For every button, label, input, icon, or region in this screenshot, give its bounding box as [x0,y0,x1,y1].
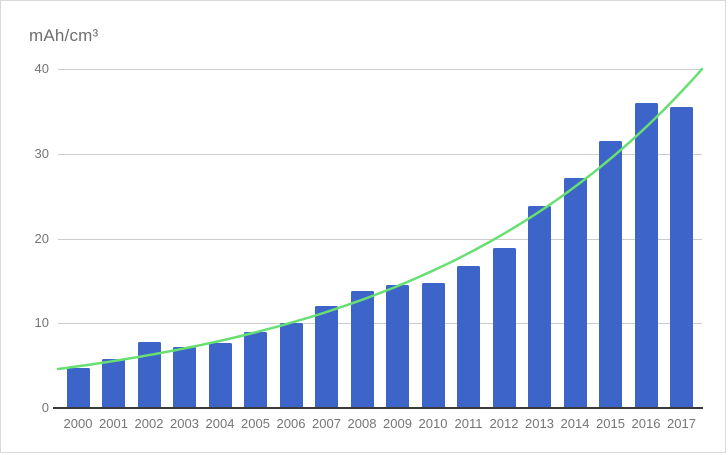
y-tick-label-10: 10 [34,315,49,331]
bar-2003[interactable] [173,347,196,408]
y-tick-label-0: 0 [41,400,49,415]
x-tick-label-2001: 2001 [99,416,128,431]
bar-2000[interactable] [66,368,90,408]
bar-2015[interactable] [599,141,622,408]
x-tick-label-2014: 2014 [560,416,590,431]
x-tick-label-2007: 2007 [312,416,341,431]
chart-title: mAh/cm³ [29,26,99,45]
bar-2010[interactable] [421,282,445,408]
gridline-40 [58,69,702,70]
x-tick-label-2016: 2016 [631,416,661,431]
x-tick-label-2012: 2012 [489,416,519,431]
x-tick-label-2011: 2011 [454,416,483,431]
gridline-20 [58,238,702,240]
bar-2017[interactable] [670,107,693,408]
x-tick-label-2004: 2004 [205,416,235,431]
gridline-10 [58,323,702,325]
bar-2001[interactable] [102,358,125,408]
x-tick-label-2005: 2005 [241,416,270,431]
bar-2016[interactable] [634,102,658,408]
x-tick-label-2009: 2009 [383,416,412,431]
bar-2008[interactable] [350,291,374,408]
x-tick-label-2003: 2003 [170,416,199,431]
bar-2006[interactable] [279,323,303,408]
x-tick-label-2015: 2015 [596,416,625,431]
bar-2004[interactable] [208,342,232,408]
bar-2013[interactable] [528,206,551,408]
bar-2002[interactable] [137,341,161,408]
x-tick-label-2000: 2000 [63,416,93,431]
x-tick-label-2013: 2013 [525,416,554,431]
gridline-30 [58,153,702,155]
exponential-trendline[interactable] [56,67,704,371]
x-tick-label-2002: 2002 [134,416,164,431]
bar-2007[interactable] [315,306,338,408]
x-tick-label-2008: 2008 [347,416,377,431]
x-tick-label-2010: 2010 [418,416,448,431]
bar-2011[interactable] [457,265,480,408]
trendline-layer [56,67,704,371]
x-tick-label-2017: 2017 [667,416,696,431]
bar-2009[interactable] [386,285,409,408]
plot-area [53,67,704,409]
bar-2012[interactable] [492,247,516,408]
y-tick-label-30: 30 [34,145,49,161]
y-tick-label-20: 20 [34,230,49,246]
x-axis-line [53,407,703,409]
y-tick-label-40: 40 [34,61,49,76]
bar-2014[interactable] [563,178,587,408]
x-tick-label-2006: 2006 [276,416,306,431]
bar-2005[interactable] [244,331,267,408]
